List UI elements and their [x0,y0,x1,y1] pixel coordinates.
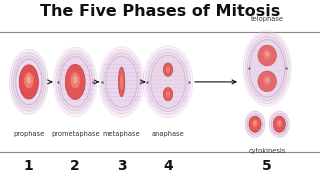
Ellipse shape [16,59,42,105]
Ellipse shape [53,47,97,117]
Text: prophase: prophase [13,131,44,137]
Ellipse shape [143,46,193,118]
Text: 5: 5 [262,159,272,174]
Ellipse shape [101,50,142,114]
Ellipse shape [73,76,77,84]
Ellipse shape [273,116,285,132]
Ellipse shape [166,91,170,97]
Ellipse shape [250,40,285,97]
Ellipse shape [277,120,282,127]
Ellipse shape [278,121,280,124]
Ellipse shape [148,52,188,112]
Ellipse shape [258,45,276,66]
Ellipse shape [60,57,90,107]
Ellipse shape [99,47,144,117]
Ellipse shape [163,63,173,76]
Text: prometaphase: prometaphase [51,131,100,137]
Ellipse shape [118,67,125,97]
Ellipse shape [12,53,46,111]
Text: telophase: telophase [251,16,284,22]
Text: 4: 4 [163,159,173,174]
Ellipse shape [27,76,31,84]
Ellipse shape [163,87,173,101]
Ellipse shape [166,66,170,73]
Text: cytokinesis: cytokinesis [249,148,286,154]
Ellipse shape [269,111,289,137]
Ellipse shape [263,50,271,59]
Ellipse shape [266,52,269,56]
Ellipse shape [245,33,289,103]
Ellipse shape [10,50,48,114]
Ellipse shape [271,114,287,135]
Ellipse shape [58,53,92,110]
Ellipse shape [247,114,263,135]
Ellipse shape [258,71,276,92]
Ellipse shape [19,65,38,99]
Text: metaphase: metaphase [103,131,140,137]
Ellipse shape [249,116,261,132]
Ellipse shape [151,55,185,108]
Ellipse shape [24,72,34,89]
Ellipse shape [106,56,137,107]
Ellipse shape [247,36,287,100]
Ellipse shape [120,74,123,90]
Text: The Five Phases of Mitosis: The Five Phases of Mitosis [40,4,280,19]
Ellipse shape [13,56,44,108]
Text: anaphase: anaphase [152,131,184,137]
Text: 2: 2 [70,159,80,174]
Ellipse shape [65,64,85,99]
Ellipse shape [56,50,95,113]
Ellipse shape [70,72,80,89]
Ellipse shape [243,31,291,106]
Ellipse shape [146,49,190,115]
Ellipse shape [263,76,271,85]
Ellipse shape [104,53,140,111]
Ellipse shape [245,111,265,137]
Text: 1: 1 [24,159,34,174]
Ellipse shape [254,121,256,124]
Ellipse shape [266,78,269,82]
Text: 3: 3 [117,159,126,174]
Ellipse shape [252,120,258,127]
